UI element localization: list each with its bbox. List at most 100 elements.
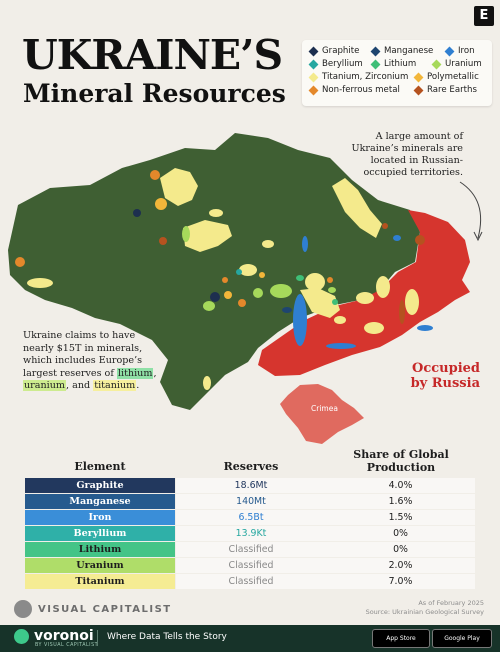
voronoi-mark-icon <box>14 628 29 644</box>
occupied-label-line2: by Russia <box>410 376 480 391</box>
reserves-cell: Classified <box>176 542 326 557</box>
page-title-line1: UKRAINE’S <box>22 31 283 79</box>
graphite-deposit <box>133 209 141 217</box>
reserves-cell: 13.9Kt <box>176 526 326 541</box>
uranium-deposit <box>253 288 263 298</box>
titanium-deposit <box>364 322 384 334</box>
titanium-deposit <box>209 209 223 217</box>
element-cell: Titanium <box>25 574 175 589</box>
google-play-button[interactable]: Google Play <box>432 629 492 648</box>
voronoi-logo[interactable]: voronoi <box>14 628 94 644</box>
legend-item-manganese: Manganese <box>370 46 434 57</box>
ukraine-territory <box>8 133 420 410</box>
uranium-swatch-icon <box>431 59 442 70</box>
titanium-deposit <box>356 292 374 304</box>
legend-item-polymetallic: Polymetallic <box>413 72 479 83</box>
crimea-territory <box>280 384 364 444</box>
reserves-cell: 6.5Bt <box>176 510 326 525</box>
occupied-label: Occupied by Russia <box>385 361 480 391</box>
table-row: Lithium Classified 0% <box>25 542 475 557</box>
share-cell: 0% <box>326 542 475 557</box>
titanium-deposit <box>405 289 419 315</box>
titanium-deposit <box>160 168 198 206</box>
table-row: Uranium Classified 2.0% <box>25 558 475 573</box>
manganese-deposit <box>282 307 292 313</box>
ukraine-map <box>8 133 483 444</box>
non-ferrous-swatch-icon <box>308 85 319 96</box>
titanium-deposit <box>305 273 325 291</box>
voronoi-brand-name: voronoi <box>34 628 94 644</box>
titanium-deposit <box>376 276 390 298</box>
table-header-element: Element <box>74 460 126 473</box>
legend-label: Rare Earths <box>427 85 477 95</box>
rare-earths-deposit <box>159 237 167 245</box>
reserves-note: Ukraine claims to have nearly $15T in mi… <box>23 330 163 393</box>
source-text: Source: Ukrainian Geological Survey <box>365 608 484 616</box>
titanium-deposit <box>239 264 257 276</box>
table-header-share-line2: Production <box>366 461 436 474</box>
iron-swatch-icon <box>444 46 455 57</box>
legend: Graphite Manganese Iron Beryllium Lithiu… <box>302 40 492 106</box>
table-row: Graphite 18.6Mt 4.0% <box>25 478 475 493</box>
non-ferrous-deposit <box>15 257 25 267</box>
legend-label: Lithium <box>384 59 417 69</box>
rare-earths-deposit <box>382 223 388 229</box>
titanium-swatch-icon <box>308 72 319 83</box>
graphite-deposit <box>210 292 220 302</box>
legend-label: Beryllium <box>322 59 363 69</box>
share-cell: 1.6% <box>326 494 475 509</box>
iron-deposit <box>393 235 401 241</box>
occupied-territory <box>258 210 470 376</box>
legend-item-lithium: Lithium <box>370 59 417 70</box>
reserves-cell: Classified <box>176 574 326 589</box>
rare-earths-deposit <box>399 300 405 324</box>
iron-deposit <box>326 343 356 349</box>
legend-label: Manganese <box>384 46 434 56</box>
separator: , and <box>66 380 91 392</box>
table-row: Beryllium 13.9Kt 0% <box>25 526 475 541</box>
table-row: Titanium Classified 7.0% <box>25 574 475 589</box>
lithium-swatch-icon <box>370 59 381 70</box>
footer-divider <box>97 630 98 646</box>
element-cell: Manganese <box>25 494 175 509</box>
annotation-arrowhead <box>473 231 483 242</box>
share-cell: 2.0% <box>326 558 475 573</box>
polymetallic-deposit <box>224 291 232 299</box>
beryllium-swatch-icon <box>308 59 319 70</box>
polymetallic-deposit <box>155 198 167 210</box>
share-cell: 4.0% <box>326 478 475 493</box>
share-cell: 1.5% <box>326 510 475 525</box>
lithium-highlight: lithium <box>116 367 154 379</box>
legend-item-non-ferrous: Non-ferrous metal <box>308 85 400 96</box>
lithium-deposit <box>332 299 338 305</box>
uranium-deposit <box>270 284 292 298</box>
legend-item-iron: Iron <box>444 46 475 57</box>
uranium-deposit <box>203 301 215 311</box>
uranium-deposit <box>328 287 336 293</box>
titanium-deposit <box>203 376 211 390</box>
footer-tagline: Where Data Tells the Story <box>107 632 227 642</box>
table-header-share: Share of Global Production <box>326 448 476 474</box>
voronoi-subtitle: BY VISUAL CAPITALIST <box>35 643 99 648</box>
non-ferrous-deposit <box>222 277 228 283</box>
titanium-deposit <box>262 240 274 248</box>
reserves-cell: 18.6Mt <box>176 478 326 493</box>
element-cell: Beryllium <box>25 526 175 541</box>
page-title-line2: Mineral Resources <box>23 79 286 108</box>
element-cell: Lithium <box>25 542 175 557</box>
crimea-label: Crimea <box>311 404 338 413</box>
table-header-share-line1: Share of Global <box>353 448 449 461</box>
app-store-button[interactable]: App Store <box>372 629 430 648</box>
titanium-deposit <box>27 278 53 288</box>
legend-label: Graphite <box>322 46 360 56</box>
legend-item-graphite: Graphite <box>308 46 360 57</box>
legend-item-titanium-zirconium: Titanium, Zirconium <box>308 72 408 83</box>
titanium-deposit <box>183 220 232 252</box>
element-cell: Uranium <box>25 558 175 573</box>
non-ferrous-deposit <box>150 170 160 180</box>
rare-earths-swatch-icon <box>413 85 424 96</box>
manganese-swatch-icon <box>370 46 381 57</box>
reserves-cell: Classified <box>176 558 326 573</box>
element-cell: Iron <box>25 510 175 525</box>
element-cell: Graphite <box>25 478 175 493</box>
